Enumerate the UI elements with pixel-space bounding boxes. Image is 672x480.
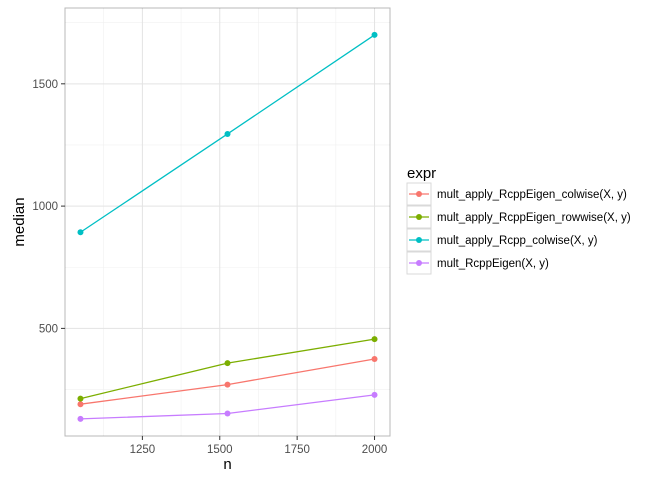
y-axis-ticks: 500 1000 1500	[32, 79, 65, 335]
data-point	[77, 395, 84, 402]
legend-key-point	[416, 237, 422, 243]
legend-label: mult_RcppEigen(X, y)	[437, 258, 549, 270]
x-tick-label: 2000	[362, 444, 388, 456]
y-axis-title: median	[11, 197, 28, 246]
series-4	[77, 391, 378, 422]
legend-item: mult_apply_RcppEigen_rowwise(X, y)	[406, 205, 631, 229]
legend-key-point	[416, 260, 422, 266]
legend-item: mult_RcppEigen(X, y)	[406, 251, 549, 275]
data-point	[77, 401, 84, 408]
legend-title: expr	[407, 165, 436, 182]
data-point	[371, 355, 378, 362]
legend-items: mult_apply_RcppEigen_colwise(X, y) mult_a…	[406, 182, 631, 275]
grid-lines	[65, 8, 390, 436]
legend: expr mult_apply_RcppEigen_colwise(X, y)m…	[406, 165, 631, 275]
legend-key-point	[416, 214, 422, 220]
data-point	[77, 415, 84, 422]
y-tick-label: 500	[39, 323, 58, 335]
legend-label: mult_apply_Rcpp_colwise(X, y)	[437, 235, 598, 247]
series-2	[77, 336, 378, 402]
legend-label: mult_apply_RcppEigen_colwise(X, y)	[437, 189, 627, 201]
data-point	[371, 336, 378, 343]
legend-key-point	[416, 191, 422, 197]
x-axis-ticks: 1250 1500 1750 2000	[130, 436, 388, 456]
legend-item: mult_apply_Rcpp_colwise(X, y)	[406, 228, 598, 252]
x-axis-title: n	[223, 456, 231, 473]
plot-panel-border	[64, 7, 391, 437]
x-tick-label: 1250	[130, 444, 156, 456]
series-layer	[77, 31, 378, 422]
data-point	[371, 391, 378, 398]
data-point	[77, 229, 84, 236]
data-point	[371, 31, 378, 38]
data-point	[224, 410, 231, 417]
series-3	[77, 31, 378, 236]
data-point	[224, 130, 231, 137]
legend-label: mult_apply_RcppEigen_rowwise(X, y)	[437, 212, 631, 224]
x-tick-label: 1750	[284, 444, 310, 456]
legend-item: mult_apply_RcppEigen_colwise(X, y)	[406, 182, 627, 206]
y-tick-label: 1000	[32, 201, 58, 213]
series-1	[77, 355, 378, 408]
data-point	[224, 381, 231, 388]
y-tick-label: 1500	[32, 79, 58, 91]
data-point	[224, 360, 231, 367]
x-tick-label: 1500	[207, 444, 233, 456]
